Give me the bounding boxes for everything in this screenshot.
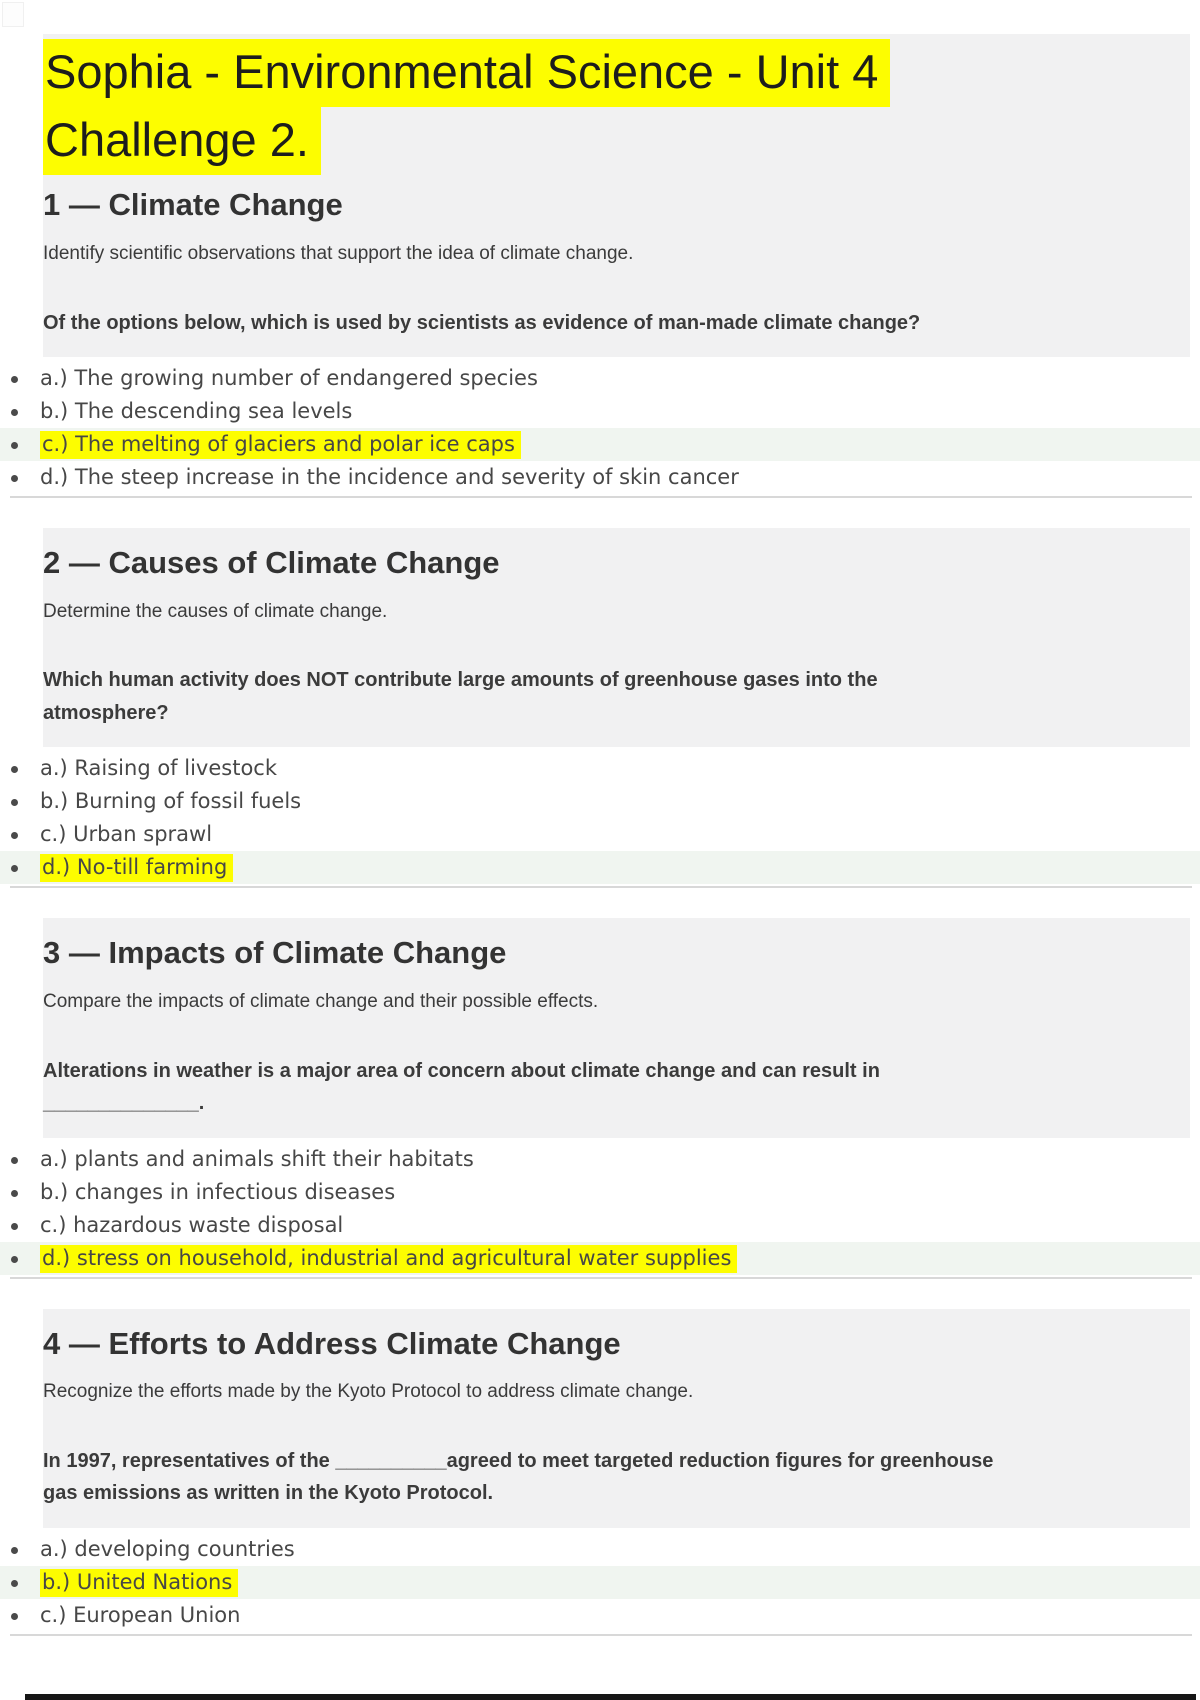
option-item-answer: c.) The melting of glaciers and polar ic… (0, 428, 1200, 462)
section-heading: 3 — Impacts of Climate Change (43, 935, 507, 971)
option-text: d.) No-till farming (40, 854, 234, 883)
bullet-icon (11, 766, 18, 774)
bullet-icon (11, 1612, 18, 1620)
option-text: a.) The growing number of endangered spe… (40, 365, 538, 390)
question-section: 4 — Efforts to Address Climate Change Re… (0, 1308, 1200, 1636)
options-list: a.) plants and animals shift their habit… (0, 1143, 1200, 1275)
question-line: ______________. (43, 1092, 205, 1115)
bullet-icon (11, 1255, 18, 1263)
option-item: a.) Raising of livestock (0, 752, 1200, 785)
option-text: b.) The descending sea levels (40, 399, 353, 423)
bullet-icon (11, 1189, 18, 1197)
bullet-icon (11, 1579, 18, 1587)
option-item: c.) hazardous waste disposal (0, 1209, 1200, 1242)
question-section: 3 — Impacts of Climate Change Compare th… (0, 918, 1200, 1279)
options-list: a.) The growing number of endangered spe… (0, 362, 1200, 494)
section-divider (10, 1633, 1192, 1636)
section-divider (10, 1276, 1192, 1279)
section-header-block: 4 — Efforts to Address Climate Change Re… (43, 1308, 1190, 1528)
option-text: d.) stress on household, industrial and … (40, 1244, 738, 1273)
bullet-icon (11, 1156, 18, 1164)
section-question: In 1997, representatives of the ________… (43, 1445, 1150, 1510)
question-section: 2 — Causes of Climate Change Determine t… (0, 528, 1200, 889)
section-description: Recognize the efforts made by the Kyoto … (43, 1381, 694, 1403)
question-line: In 1997, representatives of the ________… (43, 1450, 994, 1473)
bullet-icon (11, 865, 18, 873)
option-item: a.) The growing number of endangered spe… (0, 362, 1200, 395)
bullet-icon (11, 1546, 18, 1554)
bullet-icon (11, 832, 18, 840)
section-heading: 1 — Climate Change (43, 187, 343, 223)
option-item: a.) developing countries (0, 1533, 1200, 1566)
section-question: Of the options below, which is used by s… (43, 307, 1150, 339)
section-header-block: 1 — Climate Change Identify scientific o… (43, 178, 1190, 357)
page-title-line-2: Challenge 2. (43, 107, 321, 176)
option-text: c.) Urban sprawl (40, 822, 213, 847)
option-item: d.) The steep increase in the incidence … (0, 461, 1200, 494)
section-question: Alterations in weather is a major area o… (43, 1055, 1150, 1120)
section-heading: 4 — Efforts to Address Climate Change (43, 1325, 621, 1361)
question-line: Of the options below, which is used by s… (43, 311, 921, 334)
bullet-icon (11, 409, 18, 416)
option-item: b.) Burning of fossil fuels (0, 785, 1200, 818)
option-text: c.) The melting of glaciers and polar ic… (40, 431, 521, 460)
option-text: b.) United Nations (40, 1568, 239, 1597)
bullet-icon (11, 799, 18, 807)
section-heading: 2 — Causes of Climate Change (43, 545, 500, 581)
section-divider (10, 886, 1192, 889)
section-divider (10, 496, 1192, 499)
section-description: Compare the impacts of climate change an… (43, 991, 599, 1013)
bottom-bar (25, 1694, 1196, 1700)
bullet-icon (11, 475, 18, 483)
option-text: a.) plants and animals shift their habit… (40, 1146, 474, 1171)
option-text: b.) Burning of fossil fuels (40, 789, 302, 814)
option-item: b.) The descending sea levels (0, 395, 1200, 428)
option-text: d.) The steep increase in the incidence … (40, 465, 739, 490)
section-description: Determine the causes of climate change. (43, 600, 388, 622)
question-line: gas emissions as written in the Kyoto Pr… (43, 1482, 494, 1505)
option-text: a.) Raising of livestock (40, 756, 277, 781)
option-text: c.) European Union (40, 1602, 241, 1627)
question-line: atmosphere? (43, 701, 169, 724)
page-corner-artifact (2, 2, 24, 27)
bullet-icon (11, 442, 18, 450)
options-list: a.) developing countries b.) United Natio… (0, 1533, 1200, 1632)
section-header-block: 2 — Causes of Climate Change Determine t… (43, 528, 1190, 748)
question-section: 1 — Climate Change Identify scientific o… (0, 178, 1200, 499)
option-item: a.) plants and animals shift their habit… (0, 1143, 1200, 1176)
option-text: c.) hazardous waste disposal (40, 1212, 344, 1237)
option-item: b.) changes in infectious diseases (0, 1176, 1200, 1209)
page-title-line-1: Sophia - Environmental Science - Unit 4 (43, 39, 891, 108)
section-question: Which human activity does NOT contribute… (43, 664, 1150, 729)
bullet-icon (11, 375, 18, 383)
section-header-block: 3 — Impacts of Climate Change Compare th… (43, 918, 1190, 1138)
option-item-answer: d.) stress on household, industrial and … (0, 1241, 1200, 1275)
option-item: c.) European Union (0, 1599, 1200, 1632)
option-item: c.) Urban sprawl (0, 818, 1200, 851)
options-list: a.) Raising of livestock b.) Burning of f… (0, 752, 1200, 885)
option-text: a.) developing countries (40, 1536, 295, 1561)
option-item-answer: d.) No-till farming (0, 851, 1200, 885)
section-description: Identify scientific observations that su… (43, 242, 634, 264)
option-item-answer: b.) United Nations (0, 1565, 1200, 1599)
question-line: Which human activity does NOT contribute… (43, 669, 878, 692)
option-text: b.) changes in infectious diseases (40, 1179, 396, 1204)
bullet-icon (11, 1222, 18, 1230)
question-line: Alterations in weather is a major area o… (43, 1059, 880, 1082)
sections-container: 1 — Climate Change Identify scientific o… (0, 178, 1200, 1636)
